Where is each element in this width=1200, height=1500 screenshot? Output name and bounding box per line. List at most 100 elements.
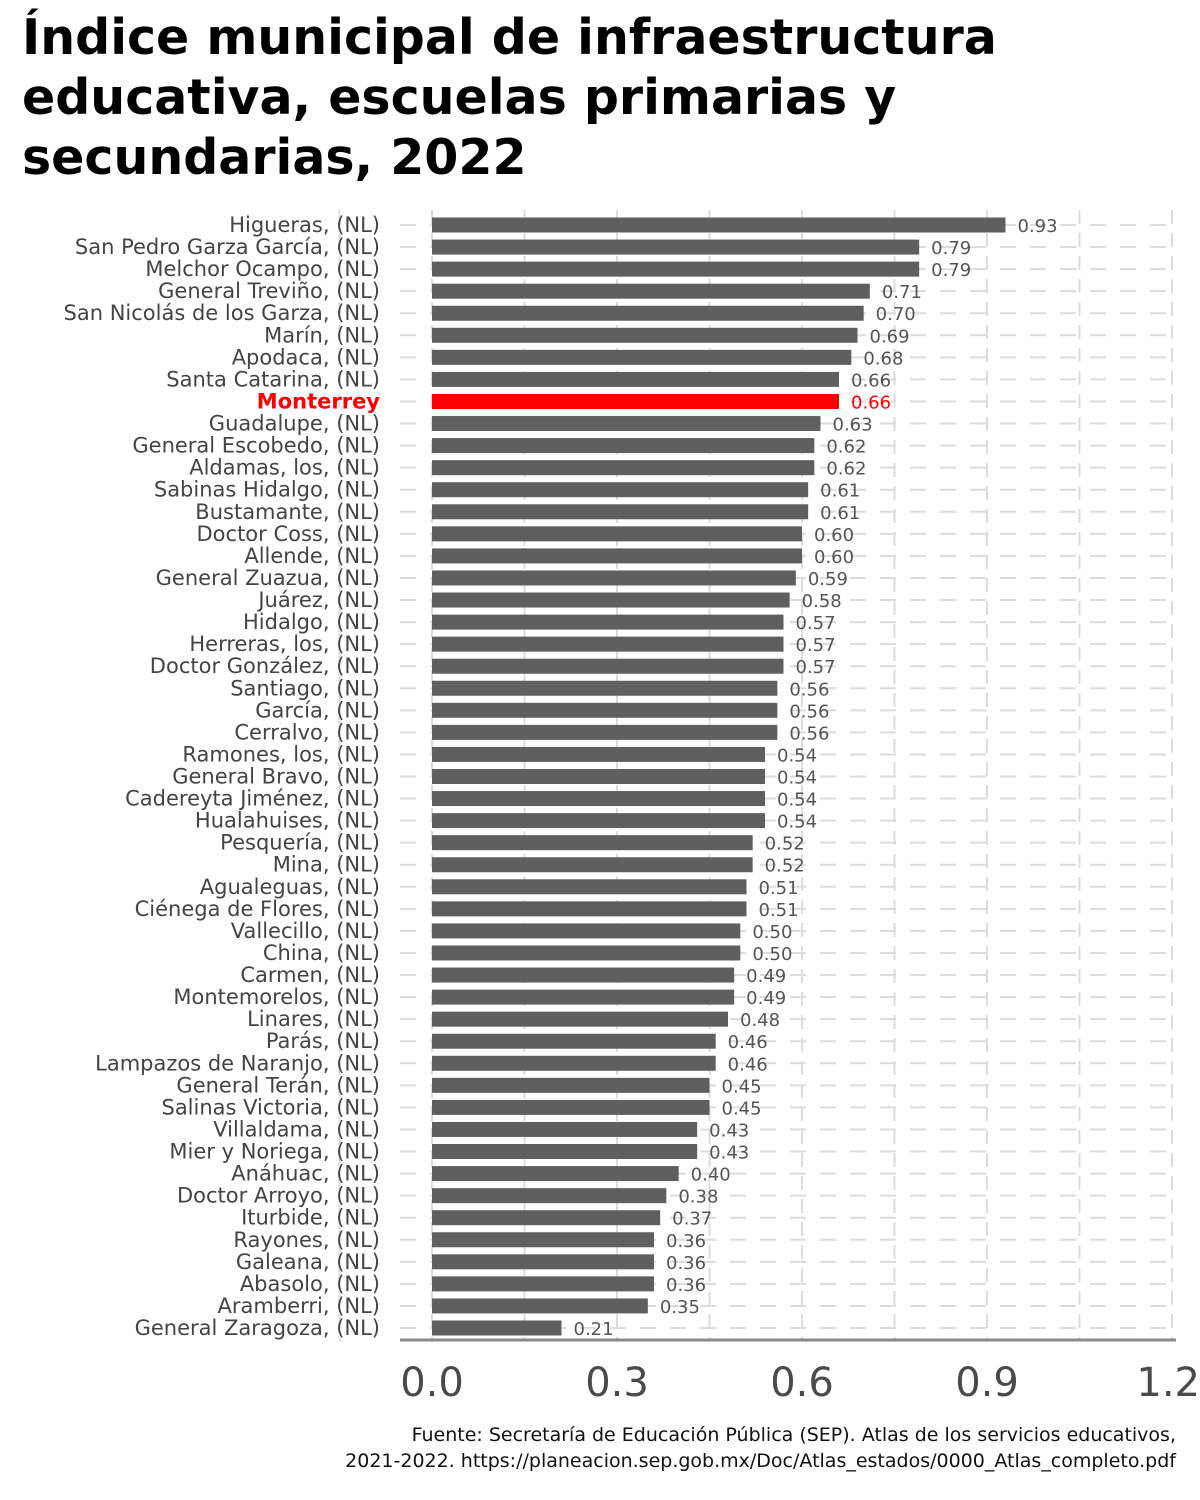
- bar: [432, 592, 790, 608]
- category-label: Doctor González, (NL): [150, 654, 380, 678]
- category-label: General Terán, (NL): [176, 1073, 380, 1097]
- bar: [432, 614, 784, 630]
- category-label: Montemorelos, (NL): [173, 985, 380, 1009]
- value-label: 0.61: [820, 481, 860, 502]
- bar-chart: Higueras, (NL)San Pedro Garza García, (N…: [64, 209, 1200, 1406]
- bar: [432, 239, 920, 255]
- category-label: Galeana, (NL): [236, 1250, 380, 1274]
- value-label: 0.50: [752, 944, 792, 965]
- bar: [432, 460, 815, 476]
- category-labels: Higueras, (NL)San Pedro Garza García, (N…: [64, 213, 381, 1340]
- bar: [432, 217, 1006, 233]
- bar: [432, 1232, 654, 1248]
- category-label: General Bravo, (NL): [172, 765, 380, 789]
- value-label: 0.49: [746, 966, 786, 987]
- bar: [432, 813, 765, 829]
- category-label: García, (NL): [255, 698, 380, 722]
- value-label: 0.56: [789, 723, 829, 744]
- bar: [432, 1210, 661, 1226]
- value-label: 0.71: [882, 282, 922, 303]
- bar-highlight: [432, 393, 839, 409]
- category-label: Ciénega de Flores, (NL): [135, 897, 380, 921]
- value-label: 0.79: [931, 260, 971, 281]
- bar: [432, 1254, 654, 1270]
- bar: [432, 746, 765, 762]
- category-label: San Pedro Garza García, (NL): [75, 235, 380, 259]
- value-label: 0.57: [796, 613, 836, 634]
- bar: [432, 1033, 716, 1049]
- category-label: Sabinas Hidalgo, (NL): [154, 478, 380, 502]
- category-label: China, (NL): [263, 941, 380, 965]
- category-label: Cerralvo, (NL): [234, 720, 380, 744]
- category-label: Mier y Noriega, (NL): [169, 1140, 380, 1164]
- bar: [432, 548, 802, 564]
- value-label: 0.63: [833, 415, 873, 436]
- bar: [432, 416, 821, 432]
- value-label: 0.36: [666, 1231, 706, 1252]
- bar: [432, 438, 815, 454]
- category-label: Herreras, los, (NL): [189, 632, 380, 656]
- bar: [432, 1188, 667, 1204]
- value-label: 0.54: [777, 812, 817, 833]
- category-label: Pesquería, (NL): [220, 831, 380, 855]
- value-label: 0.58: [802, 591, 842, 612]
- value-label: 0.35: [660, 1297, 700, 1318]
- value-label: 0.49: [746, 988, 786, 1009]
- bar: [432, 1099, 710, 1115]
- value-label: 0.59: [808, 569, 848, 590]
- category-label: Santa Catarina, (NL): [166, 367, 380, 391]
- value-label: 0.61: [820, 503, 860, 524]
- value-label: 0.36: [666, 1253, 706, 1274]
- category-label: Anáhuac, (NL): [231, 1162, 380, 1186]
- category-label: Apodaca, (NL): [232, 345, 380, 369]
- bar: [432, 680, 778, 696]
- value-label: 0.36: [666, 1275, 706, 1296]
- value-label: 0.21: [574, 1319, 614, 1340]
- bar: [432, 1166, 679, 1182]
- category-label: Lampazos de Naranjo, (NL): [95, 1051, 380, 1075]
- category-label: Salinas Victoria, (NL): [161, 1095, 380, 1119]
- value-label: 0.45: [722, 1098, 762, 1119]
- bar: [432, 526, 802, 542]
- bar: [432, 636, 784, 652]
- x-tick-label: 0.6: [770, 1360, 834, 1406]
- bar: [432, 1011, 728, 1027]
- x-tick-label: 0.0: [400, 1360, 464, 1406]
- bar: [432, 371, 839, 387]
- x-axis: 0.0 0.3 0.6 0.9 1.2: [400, 1338, 1200, 1406]
- category-label: Guadalupe, (NL): [209, 412, 380, 436]
- bar: [432, 261, 920, 277]
- category-label: Linares, (NL): [247, 1007, 380, 1031]
- value-label: 0.54: [777, 745, 817, 766]
- category-label: General Zuazua, (NL): [156, 566, 380, 590]
- bar: [432, 658, 784, 674]
- category-label: Melchor Ocampo, (NL): [145, 257, 380, 281]
- value-label: 0.68: [863, 348, 903, 369]
- category-label: Monterrey: [257, 389, 381, 413]
- category-label: Parás, (NL): [266, 1029, 380, 1053]
- bar: [432, 1121, 698, 1137]
- category-label: Higueras, (NL): [229, 213, 380, 237]
- x-tick-label: 1.2: [1136, 1360, 1200, 1406]
- bar: [432, 570, 796, 586]
- category-label: General Escobedo, (NL): [132, 434, 380, 458]
- value-label: 0.66: [851, 392, 891, 413]
- bars: [432, 217, 1006, 1336]
- category-label: San Nicolás de los Garza, (NL): [64, 301, 380, 325]
- category-label: Ramones, los, (NL): [182, 742, 380, 766]
- category-label: Juárez, (NL): [256, 588, 380, 612]
- value-label: 0.93: [1018, 216, 1058, 237]
- category-label: Marín, (NL): [264, 323, 380, 347]
- category-label: Hidalgo, (NL): [243, 610, 380, 634]
- value-label: 0.51: [759, 900, 799, 921]
- category-label: Aldamas, los, (NL): [189, 456, 380, 480]
- value-label: 0.48: [740, 1010, 780, 1031]
- value-label: 0.62: [826, 437, 866, 458]
- category-label: Mina, (NL): [273, 853, 380, 877]
- value-label: 0.50: [752, 922, 792, 943]
- value-label: 0.60: [814, 525, 854, 546]
- value-label: 0.51: [759, 878, 799, 899]
- value-label: 0.52: [765, 834, 805, 855]
- bar: [432, 769, 765, 784]
- bar: [432, 857, 753, 873]
